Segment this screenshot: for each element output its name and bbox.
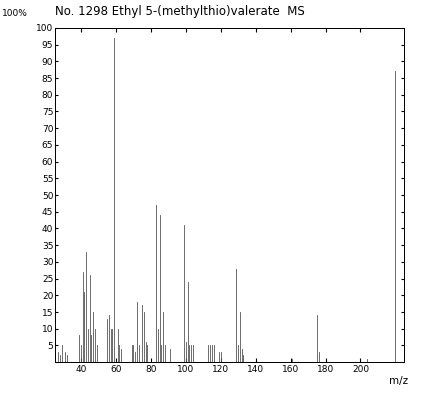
Text: 100%: 100%	[2, 9, 28, 18]
Text: m/z: m/z	[389, 376, 408, 386]
Text: No. 1298 Ethyl 5-(methylthio)valerate  MS: No. 1298 Ethyl 5-(methylthio)valerate MS	[55, 5, 304, 18]
